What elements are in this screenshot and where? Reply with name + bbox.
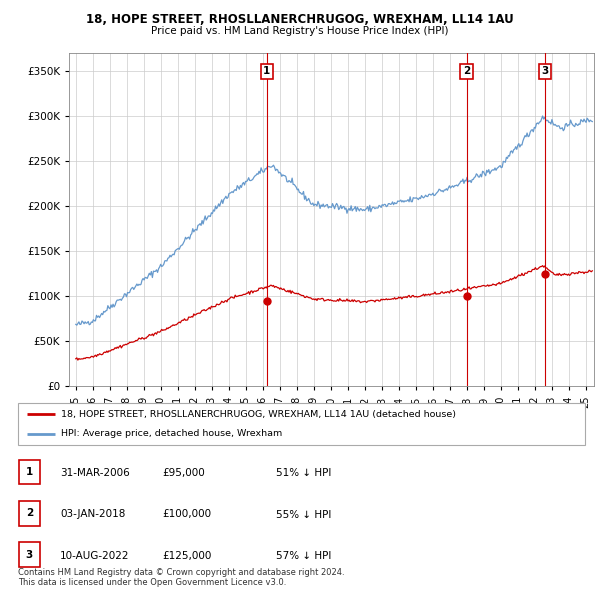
Text: £95,000: £95,000: [162, 468, 205, 478]
Text: 2: 2: [26, 509, 33, 518]
Text: 3: 3: [541, 66, 548, 76]
Text: 1: 1: [263, 66, 271, 76]
Text: £125,000: £125,000: [162, 551, 211, 560]
Text: 51% ↓ HPI: 51% ↓ HPI: [276, 468, 331, 478]
Text: Price paid vs. HM Land Registry's House Price Index (HPI): Price paid vs. HM Land Registry's House …: [151, 26, 449, 36]
Text: 18, HOPE STREET, RHOSLLANERCHRUGOG, WREXHAM, LL14 1AU (detached house): 18, HOPE STREET, RHOSLLANERCHRUGOG, WREX…: [61, 410, 455, 419]
Text: 3: 3: [26, 550, 33, 559]
Text: 10-AUG-2022: 10-AUG-2022: [60, 551, 130, 560]
Text: £100,000: £100,000: [162, 510, 211, 519]
Text: 1: 1: [26, 467, 33, 477]
Text: 55% ↓ HPI: 55% ↓ HPI: [276, 510, 331, 519]
Text: 2: 2: [463, 66, 470, 76]
Text: Contains HM Land Registry data © Crown copyright and database right 2024.
This d: Contains HM Land Registry data © Crown c…: [18, 568, 344, 587]
Text: 31-MAR-2006: 31-MAR-2006: [60, 468, 130, 478]
Text: 03-JAN-2018: 03-JAN-2018: [60, 510, 125, 519]
Text: 18, HOPE STREET, RHOSLLANERCHRUGOG, WREXHAM, LL14 1AU: 18, HOPE STREET, RHOSLLANERCHRUGOG, WREX…: [86, 13, 514, 26]
Text: HPI: Average price, detached house, Wrexham: HPI: Average price, detached house, Wrex…: [61, 430, 282, 438]
Text: 57% ↓ HPI: 57% ↓ HPI: [276, 551, 331, 560]
